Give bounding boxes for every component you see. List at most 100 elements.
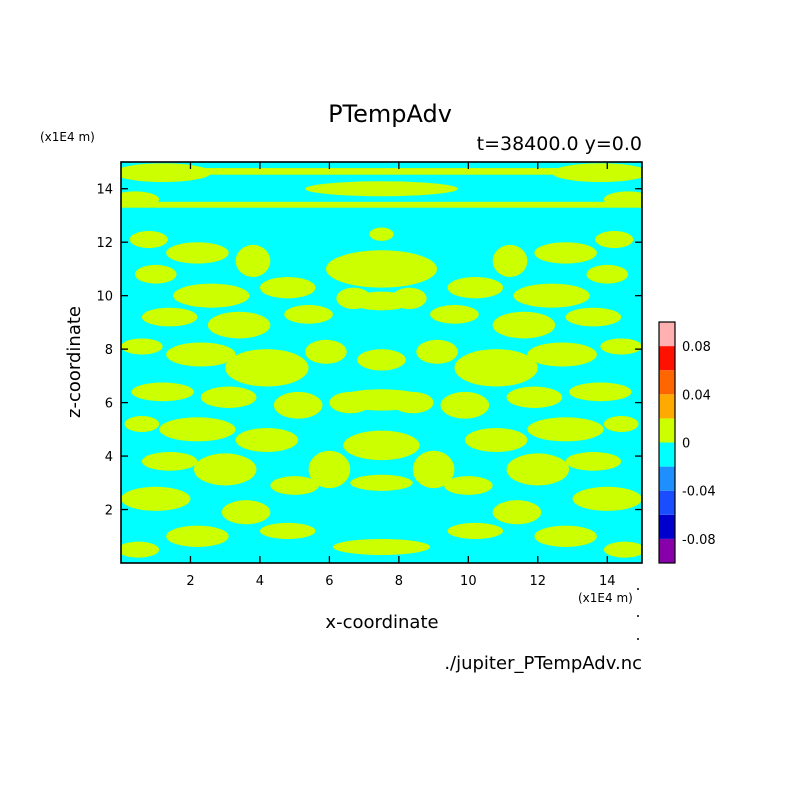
contour-region-positive (308, 450, 351, 489)
contour-region-positive (506, 386, 563, 408)
contour-region-positive (369, 227, 394, 241)
contour-region-positive (565, 307, 622, 327)
x-axis: 2 4 6 8 10 12 14 (186, 162, 616, 589)
y-tick-label: 8 (105, 343, 113, 358)
contour-region-positive (159, 417, 236, 442)
contour-region-positive (430, 305, 479, 324)
contour-region-positive (325, 250, 438, 288)
contour-region-positive (527, 417, 604, 442)
contour-region-positive (129, 230, 168, 249)
contour-region-positive (200, 386, 257, 408)
source-file-label: ./jupiter_PTempAdv.nc (444, 653, 642, 674)
contour-region-positive (166, 242, 229, 264)
contour-region-positive (440, 391, 490, 419)
contour-region-positive (506, 453, 570, 486)
x-tick-label: 8 (395, 574, 403, 589)
x-tick-label: 2 (186, 574, 194, 589)
contour-region-positive (603, 541, 642, 558)
colorbar-swatch (659, 466, 675, 491)
contour-region-positive (284, 305, 333, 324)
contour-region-positive (225, 349, 309, 387)
contour-region-positive (235, 244, 271, 277)
y-tick-label: 6 (105, 397, 113, 412)
x-tick-label: 12 (530, 574, 547, 589)
colorbar: -0.08 -0.04 0 0.04 0.08 (658, 321, 716, 564)
x-axis-label: x-coordinate (325, 612, 438, 633)
contour-region-positive (600, 338, 642, 355)
contour-region-positive (350, 474, 413, 491)
contour-region-positive (166, 342, 236, 367)
chart-subtitle: t=38400.0 y=0.0 (477, 133, 642, 155)
contour-region-positive (416, 339, 458, 364)
x-tick-label: 14 (599, 574, 616, 589)
contour-region-positive (527, 342, 597, 367)
colorbar-swatch (659, 490, 675, 515)
colorbar-frame (658, 321, 676, 564)
colorbar-swatch (659, 514, 675, 539)
colorbar-swatch (659, 346, 675, 371)
colorbar-tick-label: 0 (682, 437, 690, 452)
contour-region-positive (173, 283, 250, 308)
contour-field (121, 163, 642, 558)
contour-region-positive (121, 338, 163, 355)
colorbar-swatch (659, 322, 675, 347)
y-axis-label: z-coordinate (64, 306, 85, 418)
contour-region-positive (492, 311, 556, 339)
colorbar-swatch (659, 442, 675, 467)
contour-region-positive (121, 486, 191, 511)
contour-region-positive (121, 541, 160, 558)
contour-region-positive (454, 349, 538, 387)
contour-region-positive (131, 382, 194, 402)
z-unit-label: (x1E4 m) (40, 130, 95, 144)
contour-region-positive (141, 452, 198, 471)
contour-region-positive (221, 500, 271, 525)
contour-region-positive (569, 382, 632, 402)
contour-region-positive (193, 453, 257, 486)
colorbar-tick-label: 0.04 (682, 388, 711, 403)
contour-region-positive (586, 264, 629, 284)
contour-region-positive (492, 500, 542, 525)
contour-region-positive (444, 476, 493, 495)
contour-region-positive (141, 307, 198, 327)
colorbar-tick-label: -0.04 (682, 485, 716, 500)
y-tick-label: 12 (96, 236, 113, 251)
contour-region-positive (534, 525, 597, 547)
x-tick-label: 6 (325, 574, 333, 589)
contour-region-positive (235, 427, 299, 453)
contour-region-positive (259, 522, 316, 539)
contour-region-positive (464, 427, 528, 453)
contour-region-positive (565, 452, 622, 471)
colorbar-swatch (659, 538, 675, 563)
stray-marks (637, 588, 639, 640)
contour-band-positive (121, 201, 642, 208)
plot-area (120, 161, 643, 564)
y-axis: 2 4 6 8 10 12 14 (96, 183, 642, 519)
colorbar-swatch (659, 370, 675, 395)
y-tick-label: 14 (96, 183, 113, 198)
colorbar-swatch (659, 418, 675, 443)
contour-region-positive (447, 276, 504, 299)
contour-region-positive (572, 486, 642, 511)
contour-region-positive (595, 230, 634, 249)
contour-region-positive (332, 538, 431, 555)
chart-title: PTempAdv (328, 100, 452, 128)
colorbar-tick-label: -0.08 (682, 533, 716, 548)
contour-region-positive (603, 415, 639, 433)
y-tick-label: 2 (105, 504, 113, 519)
contour-region-positive (124, 415, 160, 433)
contour-region-positive (343, 430, 420, 461)
contour-region-positive (534, 242, 597, 264)
contour-region-positive (357, 349, 406, 371)
contour-region-positive (513, 283, 590, 308)
contour-region-positive (412, 450, 455, 489)
contour-region-positive (207, 311, 271, 339)
contour-region-positive (492, 244, 528, 277)
y-tick-label: 4 (105, 450, 113, 465)
contour-region-positive (447, 522, 504, 539)
contour-region-positive (259, 276, 316, 299)
contour-region-positive (336, 389, 427, 411)
plot-frame (120, 161, 643, 564)
x-tick-label: 10 (460, 574, 477, 589)
contour-region-positive (166, 525, 229, 547)
